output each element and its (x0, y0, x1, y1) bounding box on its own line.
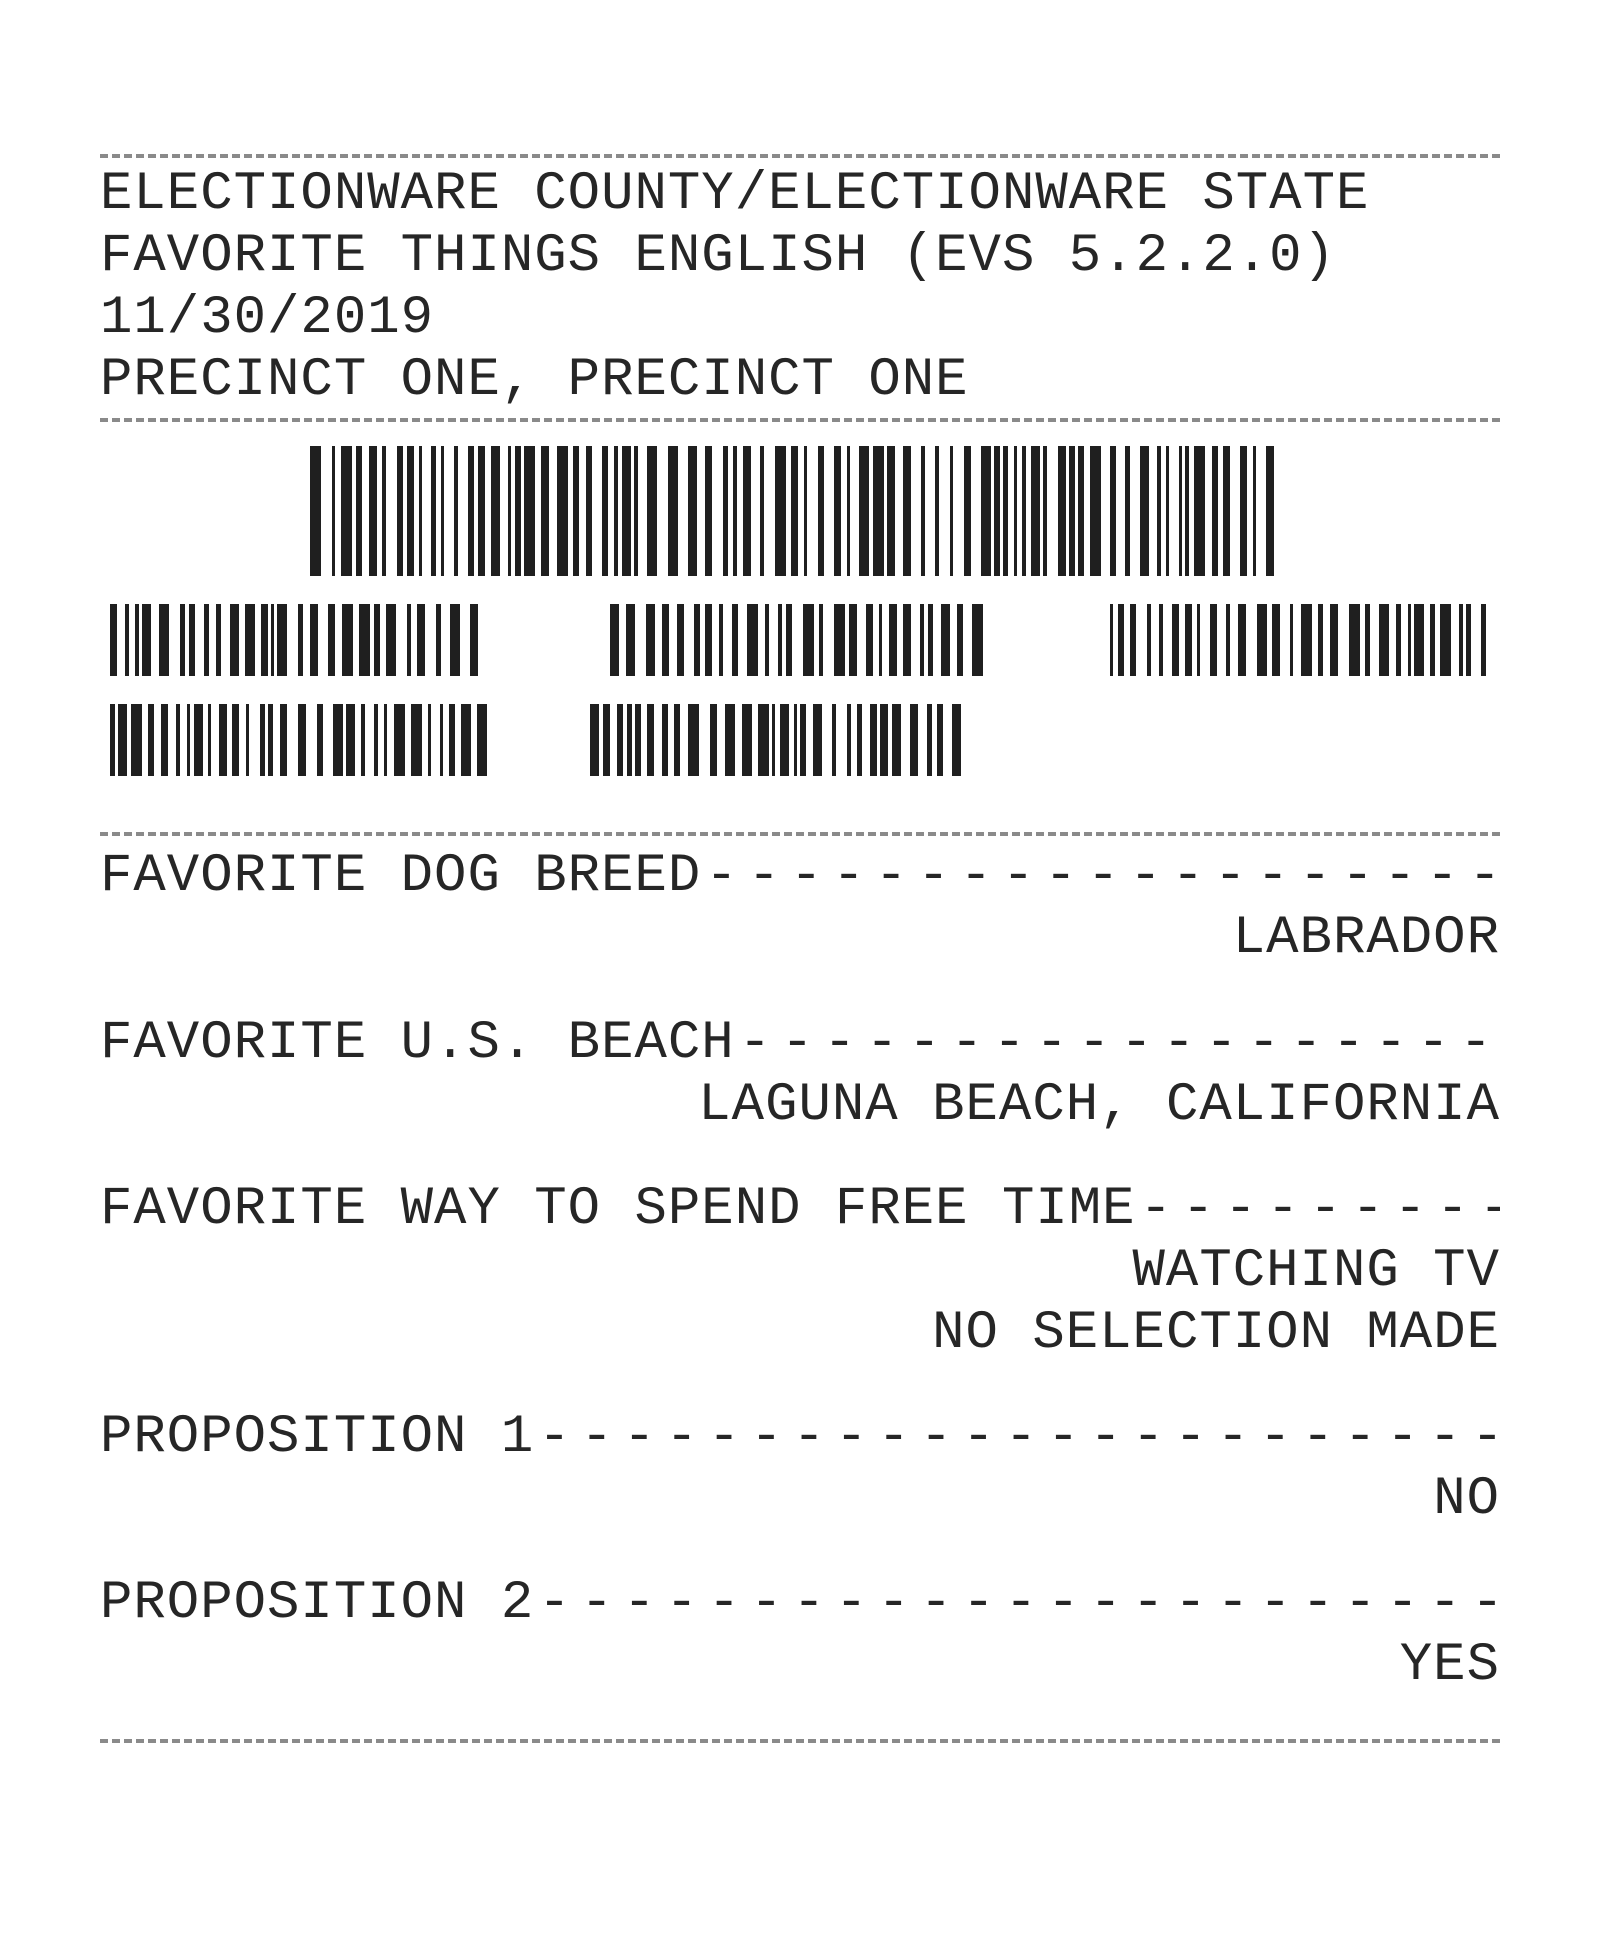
contest: PROPOSITION 1---------------------------… (100, 1407, 1500, 1531)
contest-selection: NO (100, 1469, 1500, 1531)
barcode (110, 704, 490, 776)
contest: FAVORITE WAY TO SPEND FREE TIME---------… (100, 1179, 1500, 1365)
contest-title: FAVORITE WAY TO SPEND FREE TIME (100, 1179, 1136, 1241)
contest-selection: LABRADOR (100, 908, 1500, 970)
ballot-receipt: ELECTIONWARE COUNTY/ELECTIONWARE STATE F… (100, 150, 1500, 1747)
rule-after-barcodes (100, 832, 1500, 836)
leader-dots: ----------------------------------------… (735, 1013, 1500, 1075)
header-jurisdiction: ELECTIONWARE COUNTY/ELECTIONWARE STATE (100, 164, 1500, 226)
leader-dots: ----------------------------------------… (1136, 1179, 1500, 1241)
contest-title: PROPOSITION 2 (100, 1573, 534, 1635)
contest-title-row: FAVORITE DOG BREED----------------------… (100, 846, 1500, 908)
header-precinct: PRECINCT ONE, PRECINCT ONE (100, 350, 1500, 412)
contest: PROPOSITION 2---------------------------… (100, 1573, 1500, 1697)
contest-selection: LAGUNA BEACH, CALIFORNIA (100, 1075, 1500, 1137)
barcode (310, 446, 1290, 576)
contest-title: FAVORITE U.S. BEACH (100, 1013, 735, 1075)
contest: FAVORITE DOG BREED----------------------… (100, 846, 1500, 970)
barcode (610, 604, 990, 676)
contests-block: FAVORITE DOG BREED----------------------… (100, 840, 1500, 1697)
contest-title: FAVORITE DOG BREED (100, 846, 701, 908)
header-block: ELECTIONWARE COUNTY/ELECTIONWARE STATE F… (100, 162, 1500, 414)
contest: FAVORITE U.S. BEACH---------------------… (100, 1013, 1500, 1137)
leader-dots: ----------------------------------------… (534, 1573, 1500, 1635)
contest-selection: WATCHING TV (100, 1241, 1500, 1303)
leader-dots: ----------------------------------------… (701, 846, 1500, 908)
rule-top (100, 154, 1500, 158)
contest-title-row: FAVORITE U.S. BEACH---------------------… (100, 1013, 1500, 1075)
contest-selection: NO SELECTION MADE (100, 1303, 1500, 1365)
barcode (1110, 604, 1490, 676)
barcode (590, 704, 970, 776)
contest-title-row: PROPOSITION 1---------------------------… (100, 1407, 1500, 1469)
contest-selection: YES (100, 1635, 1500, 1697)
barcode-row-2 (100, 604, 1500, 676)
rule-after-header (100, 418, 1500, 422)
rule-bottom (100, 1739, 1500, 1743)
leader-dots: ----------------------------------------… (534, 1407, 1500, 1469)
contest-title: PROPOSITION 1 (100, 1407, 534, 1469)
barcode (110, 604, 490, 676)
header-date: 11/30/2019 (100, 288, 1500, 350)
barcode-row-3 (100, 704, 1500, 776)
contest-title-row: FAVORITE WAY TO SPEND FREE TIME---------… (100, 1179, 1500, 1241)
barcode-row-1 (100, 446, 1500, 576)
barcode-block (100, 426, 1500, 828)
contest-title-row: PROPOSITION 2---------------------------… (100, 1573, 1500, 1635)
header-election-name: FAVORITE THINGS ENGLISH (EVS 5.2.2.0) (100, 226, 1500, 288)
